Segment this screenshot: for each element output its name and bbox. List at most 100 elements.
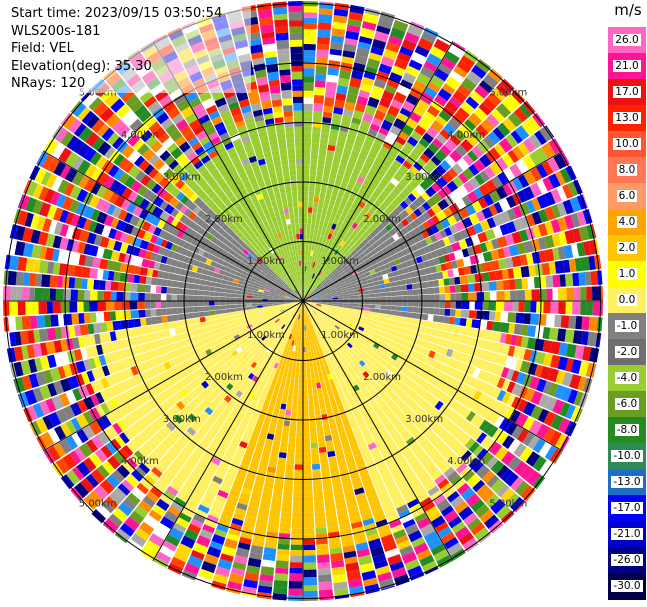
radar-gate — [277, 462, 286, 469]
radar-gate — [328, 258, 333, 264]
radar-gate — [390, 145, 401, 155]
radar-gate — [254, 479, 265, 488]
radar-gate — [273, 317, 279, 322]
radar-gate — [92, 257, 101, 269]
radar-gate — [156, 316, 163, 324]
radar-gate — [567, 389, 579, 405]
radar-gate — [213, 499, 225, 509]
radar-gate — [316, 296, 322, 299]
radar-gate — [468, 457, 480, 470]
radar-gate — [115, 371, 124, 383]
radar-gate — [316, 283, 322, 289]
radar-gate — [243, 329, 250, 335]
radar-gate — [124, 516, 140, 532]
radar-gate — [333, 15, 348, 24]
radar-gate — [552, 288, 559, 301]
radar-gate — [344, 371, 352, 378]
radar-gate — [400, 261, 408, 269]
radar-gate — [104, 387, 114, 400]
radar-gate — [304, 330, 307, 337]
radar-gate — [122, 358, 131, 369]
radar-gate — [161, 315, 168, 323]
radar-gate — [99, 236, 110, 248]
radar-gate — [218, 326, 226, 333]
radar-gate — [208, 443, 219, 452]
radar-gate — [266, 433, 275, 440]
radar-gate — [467, 112, 483, 127]
radar-gate — [557, 216, 568, 232]
radar-gate — [410, 459, 421, 470]
radar-gate — [303, 303, 305, 310]
radar-gate — [412, 104, 427, 118]
radar-gate — [331, 405, 339, 413]
radar-gate — [430, 397, 440, 407]
radar-gate — [365, 156, 375, 165]
radar-gate — [303, 590, 318, 598]
radar-gate — [500, 311, 509, 322]
radar-gate — [272, 356, 278, 363]
radar-gate — [445, 385, 454, 396]
radar-gate — [202, 524, 215, 534]
radar-gate — [423, 294, 430, 301]
radar-gate — [258, 413, 266, 421]
radar-gate — [315, 306, 321, 310]
radar-gate — [258, 373, 265, 380]
radar-gate — [320, 330, 325, 336]
radar-gate — [204, 553, 219, 566]
radar-gate — [566, 287, 575, 301]
radar-gate — [340, 396, 348, 404]
radar-gate — [357, 41, 371, 50]
radar-gate — [308, 191, 315, 197]
radar-gate — [309, 266, 312, 273]
radar-gate — [329, 547, 343, 555]
radar-gate — [327, 324, 333, 330]
radar-gate — [504, 356, 513, 368]
radar-gate — [165, 534, 181, 547]
radar-gate — [85, 383, 95, 396]
radar-gate — [208, 461, 219, 471]
radar-gate — [188, 390, 198, 400]
radar-gate — [128, 387, 138, 399]
radar-gate — [178, 320, 185, 327]
radar-gate — [297, 314, 300, 320]
radar-gate — [467, 190, 479, 203]
radar-gate — [115, 310, 124, 321]
radar-gate — [352, 408, 360, 417]
radar-gate — [399, 107, 412, 118]
radar-gate — [271, 367, 277, 374]
radar-gate — [221, 379, 230, 387]
radar-gate — [327, 296, 333, 299]
radar-gate — [298, 319, 300, 326]
radar-gate — [482, 371, 491, 383]
radar-gate — [279, 329, 284, 335]
radar-gate — [83, 243, 92, 255]
radar-gate — [352, 426, 361, 434]
radar-gate — [228, 528, 241, 537]
radar-gate — [506, 221, 517, 234]
radar-gate — [311, 323, 315, 329]
radar-gate — [475, 210, 486, 222]
radar-gate — [323, 232, 329, 239]
radar-gate — [323, 313, 329, 318]
radar-gate — [311, 311, 316, 316]
radar-gate — [449, 149, 463, 163]
radar-gate — [254, 364, 261, 371]
radar-gate — [400, 209, 410, 218]
radar-gate — [317, 159, 325, 166]
radar-gate — [559, 168, 572, 184]
radar-gate — [330, 267, 336, 273]
radar-gate — [96, 418, 108, 431]
radar-gate — [165, 450, 176, 462]
radar-gate — [358, 89, 371, 99]
radar-gate — [102, 518, 119, 534]
radar-gate — [137, 335, 145, 345]
radar-gate — [423, 530, 439, 544]
radar-gate — [380, 296, 387, 301]
radar-gate — [186, 358, 194, 367]
radar-gate — [198, 333, 206, 341]
radar-gate — [219, 411, 229, 421]
radar-gate — [305, 295, 310, 299]
radar-gate — [400, 227, 409, 235]
radar-gate — [96, 367, 106, 379]
radar-gate — [435, 222, 444, 232]
